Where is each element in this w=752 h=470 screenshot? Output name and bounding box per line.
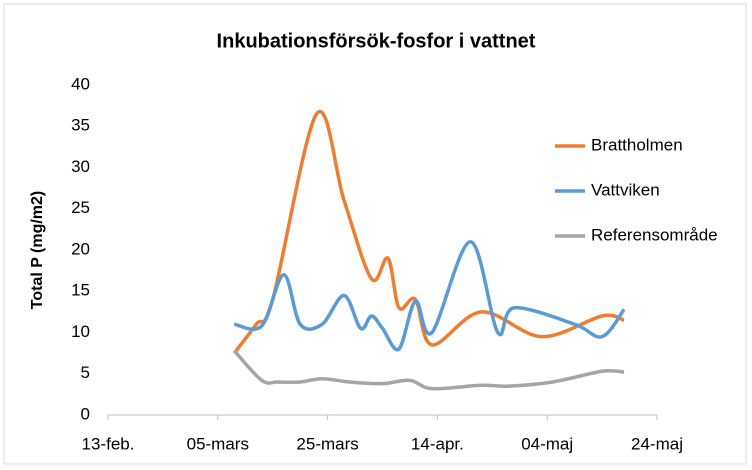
x-tick-label: 24-maj bbox=[631, 434, 683, 453]
legend-label: Brattholmen bbox=[591, 135, 683, 154]
x-tick-label: 04-maj bbox=[521, 434, 573, 453]
legend-label: Vattviken bbox=[591, 180, 660, 199]
legend-label: Referensområde bbox=[591, 225, 718, 244]
y-axis-label: Total P (mg/m2) bbox=[29, 191, 46, 310]
y-tick-label: 40 bbox=[71, 74, 90, 93]
x-tick-label: 14-apr. bbox=[411, 434, 464, 453]
y-tick-label: 25 bbox=[71, 198, 90, 217]
x-tick-label: 13-feb. bbox=[82, 434, 135, 453]
line-series bbox=[232, 109, 625, 355]
x-tick-label: 25-mars bbox=[296, 434, 358, 453]
y-tick-label: 20 bbox=[71, 239, 90, 258]
y-tick-label: 15 bbox=[71, 281, 90, 300]
x-tick-label: 05-mars bbox=[187, 434, 249, 453]
line-series bbox=[233, 240, 626, 352]
y-tick-label: 35 bbox=[71, 116, 90, 135]
y-tick-label: 0 bbox=[81, 404, 90, 423]
y-tick-label: 10 bbox=[71, 322, 90, 341]
chart-title: Inkubationsförsök-fosfor i vattnet bbox=[217, 30, 536, 52]
y-tick-label: 5 bbox=[81, 363, 90, 382]
line-series bbox=[232, 349, 625, 391]
y-tick-label: 30 bbox=[71, 157, 90, 176]
chart-frame bbox=[3, 3, 747, 465]
